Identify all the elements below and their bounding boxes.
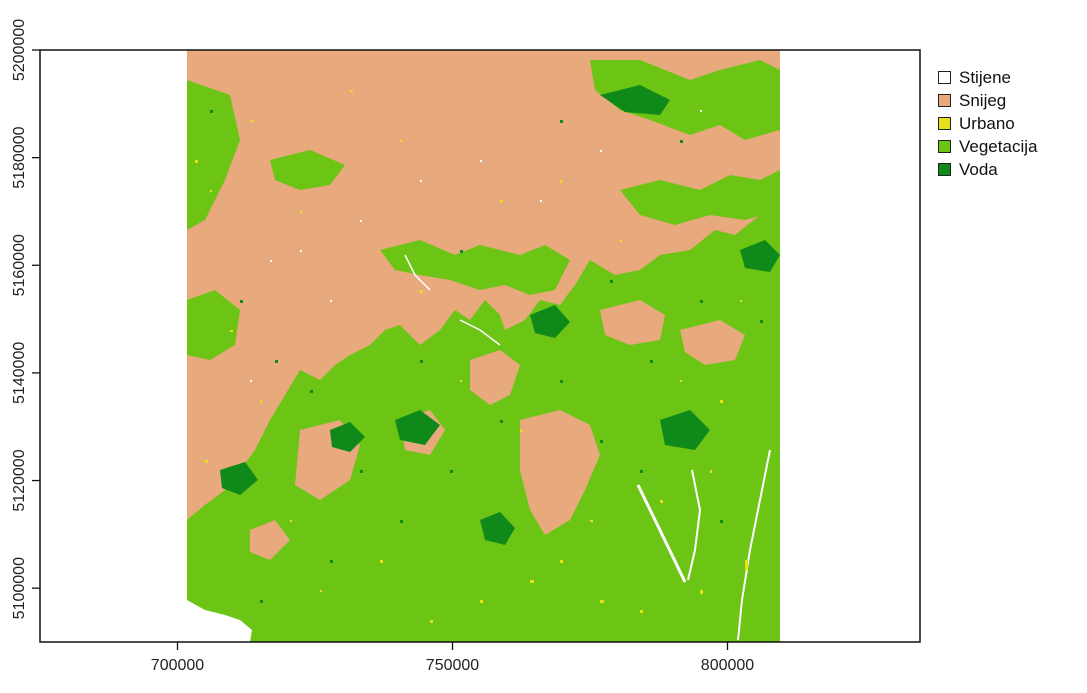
x-axis: 700000 750000 800000 [151, 642, 754, 674]
legend-item-voda: Voda [938, 158, 1037, 181]
legend-swatch [938, 140, 951, 153]
legend-swatch [938, 117, 951, 130]
snow-region [520, 410, 600, 535]
vegetation-region [187, 80, 240, 230]
water-region [740, 240, 780, 272]
legend-label: Urbano [959, 113, 1015, 133]
vegetation-region [590, 60, 780, 140]
legend-label: Snijeg [959, 90, 1007, 110]
rock-region [737, 449, 771, 641]
rock-region [687, 469, 702, 581]
water-region [220, 462, 258, 495]
water-region [480, 512, 515, 545]
snow-region [600, 300, 665, 345]
y-tick-label: 5140000 [11, 342, 28, 404]
y-tick-label: 5160000 [11, 234, 28, 296]
land-cover-raster [187, 50, 780, 642]
rock-region [636, 484, 687, 583]
water-speckles [210, 110, 763, 603]
rock-region [459, 319, 501, 346]
legend-label: Vegetacija [959, 136, 1038, 156]
rock-speckles [250, 110, 702, 382]
y-tick-label: 5120000 [11, 449, 28, 511]
legend-swatch [938, 71, 951, 84]
y-tick-label: 5200000 [11, 19, 28, 81]
x-tick-label: 700000 [151, 657, 204, 674]
water-region [395, 410, 440, 445]
snow-region [470, 350, 520, 405]
urban-flecks [195, 90, 748, 623]
legend-item-vegetacija: Vegetacija [938, 135, 1037, 158]
legend-swatch [938, 94, 951, 107]
water-region [530, 305, 570, 338]
map-legend: Stijene Snijeg Urbano Vegetacija Voda [938, 66, 1037, 181]
legend-label: Voda [959, 159, 998, 179]
rock-region [187, 600, 252, 642]
snow-region [250, 520, 290, 560]
rock-region [404, 254, 431, 291]
legend-item-snijeg: Snijeg [938, 89, 1037, 112]
water-region [660, 410, 710, 450]
y-axis: 5100000 5120000 5140000 5160000 5180000 52000… [11, 19, 40, 619]
x-tick-label: 800000 [701, 657, 754, 674]
legend-item-stijene: Stijene [938, 66, 1037, 89]
x-tick-label: 750000 [426, 657, 479, 674]
legend-item-urbano: Urbano [938, 112, 1037, 135]
vegetation-region [187, 290, 240, 360]
y-tick-label: 5180000 [11, 126, 28, 188]
legend-swatch [938, 163, 951, 176]
vegetation-region [270, 150, 345, 190]
snow-region [680, 320, 745, 365]
y-tick-label: 5100000 [11, 557, 28, 619]
plot-frame [39, 49, 921, 643]
water-region [330, 422, 365, 452]
vegetation-region [620, 170, 780, 225]
legend-label: Stijene [959, 67, 1011, 87]
water-region [600, 85, 670, 115]
vegetation-region [380, 240, 570, 295]
